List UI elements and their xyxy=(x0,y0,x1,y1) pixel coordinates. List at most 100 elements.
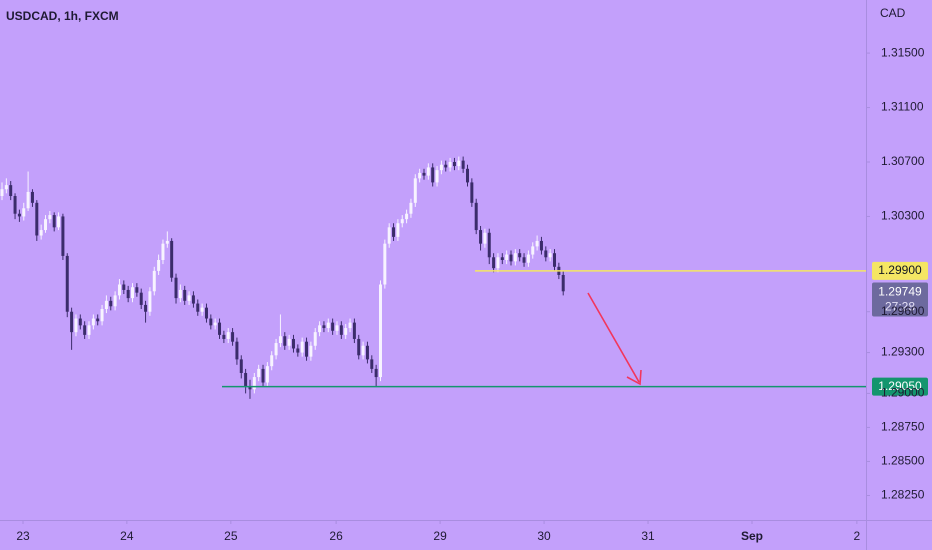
x-tick-label: 29 xyxy=(433,529,447,543)
candle-body xyxy=(178,289,182,299)
candle-body xyxy=(405,213,409,220)
candle-body xyxy=(131,287,135,299)
candle-body xyxy=(222,334,226,339)
candle-body xyxy=(426,167,430,176)
y-tick-label: 1.30700 xyxy=(881,154,925,168)
candle-body xyxy=(83,325,87,335)
candle-body xyxy=(52,215,56,228)
candle-body xyxy=(226,332,230,339)
candle-body xyxy=(257,368,261,378)
x-tick-label: 2 xyxy=(854,529,861,543)
candle-body xyxy=(335,325,339,331)
y-tick-label: 1.28750 xyxy=(881,420,925,434)
chart-title: USDCAD, 1h, FXCM xyxy=(6,9,119,23)
candle-body xyxy=(544,250,548,258)
candle-body xyxy=(157,260,161,271)
candle-body xyxy=(4,185,8,190)
x-tick-label: Sep xyxy=(741,529,763,543)
x-tick-label: 24 xyxy=(120,529,134,543)
candle-body xyxy=(61,216,65,256)
candle-body xyxy=(344,328,348,335)
candle-body xyxy=(39,230,43,236)
candle-body xyxy=(196,303,200,312)
candle-body xyxy=(452,161,456,167)
candle-body xyxy=(104,300,108,310)
candle-body xyxy=(218,322,222,335)
candle-body xyxy=(479,230,483,244)
candle-body xyxy=(244,372,248,387)
candle-body xyxy=(35,202,39,236)
candle-body xyxy=(326,322,330,329)
candle-body xyxy=(100,309,104,322)
candle-body xyxy=(22,208,26,217)
candle-body xyxy=(387,227,391,244)
candle-body xyxy=(513,253,517,262)
candle-body xyxy=(161,243,165,260)
candle-body xyxy=(213,322,217,326)
y-tick-label: 1.31100 xyxy=(881,100,924,114)
level-label: 1.29050 xyxy=(878,379,922,393)
candle-body xyxy=(13,196,17,214)
candle-body xyxy=(392,227,396,237)
countdown-label: 27:28 xyxy=(885,300,915,314)
candle-body xyxy=(144,304,148,312)
last-price-box xyxy=(872,282,928,317)
candle-body xyxy=(396,223,400,237)
candle-body xyxy=(200,307,204,312)
candle-body xyxy=(274,343,278,356)
y-tick-label: 1.30300 xyxy=(881,209,925,223)
candle-body xyxy=(91,318,95,326)
candle-body xyxy=(383,243,387,285)
candle-body xyxy=(48,215,52,220)
candle-body xyxy=(187,295,191,301)
candle-body xyxy=(174,277,178,299)
arrow-shaft xyxy=(587,292,640,383)
candle-body xyxy=(318,325,322,333)
candle-body xyxy=(183,289,187,301)
candle-body xyxy=(457,160,461,167)
candle-body xyxy=(109,300,113,307)
x-tick-label: 31 xyxy=(641,529,655,543)
last-price-label: 1.29749 xyxy=(878,285,922,299)
candle-body xyxy=(74,318,78,333)
y-tick-label: 1.29300 xyxy=(881,345,925,359)
candle-body xyxy=(261,368,265,383)
candle-body xyxy=(239,359,243,373)
candle-body xyxy=(135,287,139,293)
candle-body xyxy=(418,172,422,179)
candle-body xyxy=(252,377,256,390)
candle-body xyxy=(339,325,343,335)
candle-body xyxy=(348,322,352,329)
candle-body xyxy=(270,355,274,367)
candle-body xyxy=(170,240,174,278)
candle-body xyxy=(152,270,156,292)
candle-body xyxy=(57,216,61,228)
candle-body xyxy=(235,341,239,360)
candle-body xyxy=(278,336,282,344)
candle-body xyxy=(139,292,143,305)
candle-body xyxy=(44,219,48,231)
candle-body xyxy=(509,254,513,262)
candle-body xyxy=(305,341,309,357)
candle-body xyxy=(357,338,361,356)
y-tick-label: 1.31500 xyxy=(881,45,925,59)
candle-body xyxy=(65,255,69,312)
candle-body xyxy=(465,168,469,183)
candle-body xyxy=(361,345,365,356)
candle-body xyxy=(70,311,74,333)
candle-body xyxy=(87,325,91,335)
candle-body xyxy=(400,219,404,224)
candle-body xyxy=(518,253,522,258)
candle-body xyxy=(548,253,552,258)
candle-body xyxy=(378,284,382,378)
candle-body xyxy=(26,191,30,209)
candle-body xyxy=(309,345,313,357)
candle-body xyxy=(9,185,13,197)
candle-body xyxy=(352,322,356,339)
level-label-box xyxy=(872,377,928,396)
candle-body xyxy=(439,164,443,171)
candle-body xyxy=(209,318,213,326)
candle-body xyxy=(500,257,504,260)
